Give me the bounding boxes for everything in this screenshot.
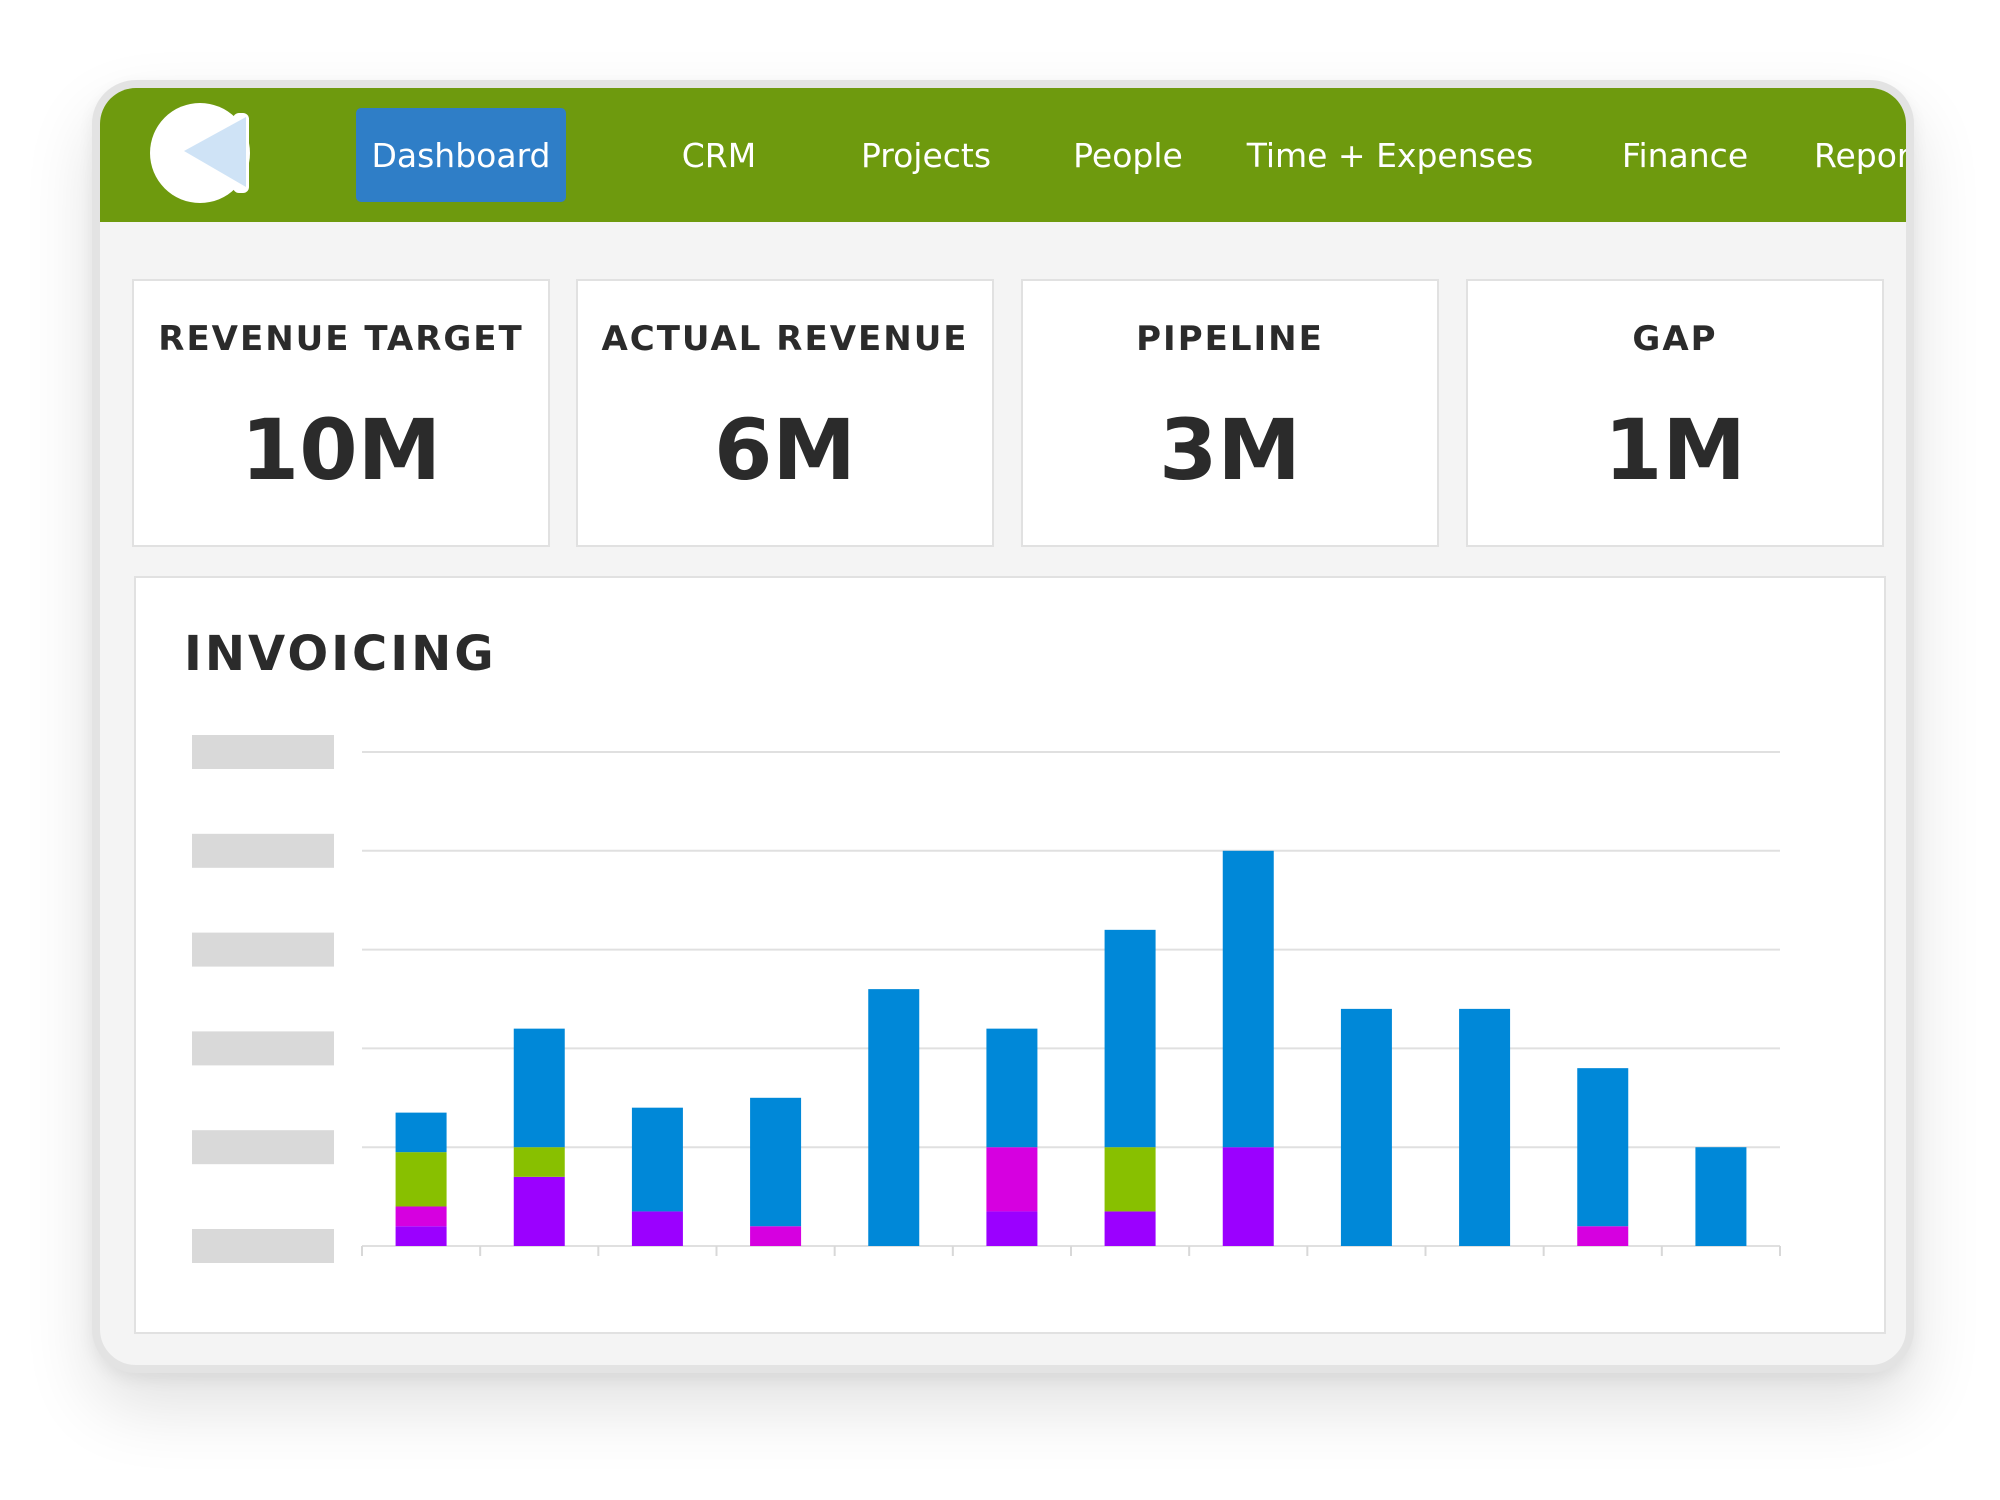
- bar-segment: [395, 1112, 447, 1153]
- nav-tab-report[interactable]: Report: [1814, 108, 1914, 202]
- y-tick-label-placeholder: [192, 1130, 334, 1165]
- kpi-value: 3M: [1158, 401, 1302, 499]
- kpi-card-gap: GAP 1M: [1466, 279, 1884, 547]
- y-tick-label-placeholder: [192, 735, 334, 769]
- y-tick-label-placeholder: [192, 1229, 334, 1263]
- bar-segment: [395, 1226, 447, 1246]
- kpi-value: 6M: [713, 401, 857, 499]
- bar-segment: [513, 1147, 565, 1177]
- bar-segment: [750, 1226, 802, 1246]
- bar-segment: [1104, 1147, 1156, 1212]
- bar-segment: [1222, 1147, 1274, 1246]
- bar-segment: [631, 1211, 683, 1246]
- kpi-card-pipeline: PIPELINE 3M: [1021, 279, 1439, 547]
- nav-tab-label: Projects: [860, 135, 992, 175]
- bar-segment: [1222, 850, 1274, 1148]
- bar-segment: [631, 1107, 683, 1212]
- nav-tab-people[interactable]: People: [1036, 108, 1220, 202]
- bar-segment: [1104, 1211, 1156, 1246]
- bar-segment: [1695, 1147, 1747, 1246]
- nav-tab-label: Dashboard: [371, 135, 551, 175]
- bar-segment: [513, 1028, 565, 1148]
- bar-segment: [1340, 1008, 1392, 1246]
- bar-segment: [868, 989, 920, 1246]
- kpi-label: ACTUAL REVENUE: [601, 319, 969, 359]
- nav-tab-label: CRM: [681, 135, 757, 175]
- bar-segment: [986, 1211, 1038, 1246]
- nav-tab-projects[interactable]: Projects: [826, 108, 1026, 202]
- kpi-value: 1M: [1603, 401, 1747, 499]
- invoicing-panel: INVOICING: [134, 576, 1886, 1334]
- y-tick-label-placeholder: [192, 932, 334, 967]
- nav-tab-label: Time + Expenses: [1246, 135, 1534, 175]
- kpi-card-revenue-target: REVENUE TARGET 10M: [132, 279, 550, 547]
- kpi-label: GAP: [1632, 319, 1718, 359]
- nav-tab-crm[interactable]: CRM: [644, 108, 794, 202]
- kpi-card-actual-revenue: ACTUAL REVENUE 6M: [576, 279, 994, 547]
- bar-segment: [1459, 1008, 1511, 1246]
- bar-segment: [1577, 1068, 1629, 1227]
- kpi-value: 10M: [240, 401, 442, 499]
- bar-segment: [986, 1147, 1038, 1212]
- nav-tab-finance[interactable]: Finance: [1600, 108, 1770, 202]
- bar-segment: [395, 1206, 447, 1227]
- bar-segment: [750, 1097, 802, 1227]
- bar-segment: [986, 1028, 1038, 1148]
- y-tick-label-placeholder: [192, 833, 334, 868]
- bar-segment: [513, 1176, 565, 1246]
- kpi-label: REVENUE TARGET: [158, 319, 524, 359]
- nav-tab-time-expenses[interactable]: Time + Expenses: [1240, 108, 1540, 202]
- bar-segment: [1577, 1226, 1629, 1246]
- bar-segment: [1104, 929, 1156, 1148]
- nav-tab-label: Report: [1814, 135, 1914, 175]
- chart-title: INVOICING: [184, 626, 497, 682]
- bar-segment: [395, 1152, 447, 1207]
- nav-tab-dashboard[interactable]: Dashboard: [356, 108, 566, 202]
- top-navbar: Dashboard CRM Projects People Time + Exp…: [100, 88, 1906, 222]
- y-tick-label-placeholder: [192, 1031, 334, 1066]
- invoicing-chart: [192, 735, 1781, 1263]
- app-window: Dashboard CRM Projects People Time + Exp…: [92, 80, 1914, 1373]
- nav-tab-label: Finance: [1621, 135, 1749, 175]
- app-logo[interactable]: [148, 101, 260, 205]
- nav-tab-label: People: [1073, 135, 1183, 175]
- kpi-label: PIPELINE: [1136, 319, 1324, 359]
